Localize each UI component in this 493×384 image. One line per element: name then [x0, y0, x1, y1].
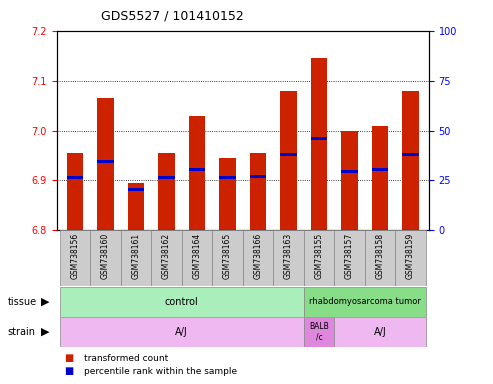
Bar [189, 116, 206, 230]
Bar [304, 230, 334, 286]
Bar [60, 230, 90, 286]
Text: GDS5527 / 101410152: GDS5527 / 101410152 [101, 10, 244, 23]
Bar [334, 230, 365, 286]
Bar [304, 317, 334, 347]
Text: GSM738155: GSM738155 [315, 233, 323, 280]
Bar [67, 153, 83, 230]
Text: GSM738166: GSM738166 [253, 233, 263, 280]
Bar [219, 158, 236, 230]
Bar [128, 188, 144, 191]
Bar [67, 177, 83, 179]
Text: A/J: A/J [176, 327, 188, 337]
Bar [372, 126, 388, 230]
Bar [189, 168, 206, 171]
Text: GSM738161: GSM738161 [132, 233, 141, 279]
Bar [395, 230, 426, 286]
Bar [151, 230, 182, 286]
Bar [365, 230, 395, 286]
Bar [212, 230, 243, 286]
Text: ■: ■ [64, 366, 73, 376]
Bar [311, 137, 327, 139]
Bar [121, 230, 151, 286]
Text: GSM738162: GSM738162 [162, 233, 171, 279]
Bar [158, 177, 175, 179]
Bar [341, 170, 358, 173]
Bar [249, 175, 266, 178]
Text: GSM738159: GSM738159 [406, 233, 415, 280]
Text: strain: strain [7, 327, 35, 337]
Text: GSM738165: GSM738165 [223, 233, 232, 280]
Bar [219, 177, 236, 179]
Bar [311, 58, 327, 230]
Bar [372, 168, 388, 171]
Text: ▶: ▶ [41, 327, 50, 337]
Bar [280, 153, 297, 156]
Text: control: control [165, 297, 199, 307]
Text: GSM738164: GSM738164 [193, 233, 202, 280]
Bar [60, 317, 304, 347]
Bar [90, 230, 121, 286]
Text: tissue: tissue [7, 297, 36, 307]
Bar [280, 91, 297, 230]
Text: rhabdomyosarcoma tumor: rhabdomyosarcoma tumor [309, 297, 421, 306]
Bar [341, 131, 358, 230]
Bar [97, 98, 114, 230]
Text: GSM738157: GSM738157 [345, 233, 354, 280]
Text: A/J: A/J [374, 327, 387, 337]
Bar [249, 153, 266, 230]
Text: ■: ■ [64, 353, 73, 363]
Text: ▶: ▶ [41, 297, 50, 307]
Text: GSM738156: GSM738156 [70, 233, 79, 280]
Bar [60, 287, 304, 317]
Bar [304, 287, 426, 317]
Bar [334, 317, 426, 347]
Bar [273, 230, 304, 286]
Bar [128, 183, 144, 230]
Bar [402, 91, 419, 230]
Text: BALB
/c: BALB /c [309, 322, 329, 341]
Bar [158, 153, 175, 230]
Bar [182, 230, 212, 286]
Text: GSM738158: GSM738158 [376, 233, 385, 279]
Text: GSM738160: GSM738160 [101, 233, 110, 280]
Bar [243, 230, 273, 286]
Bar [97, 160, 114, 163]
Bar [402, 153, 419, 156]
Text: transformed count: transformed count [84, 354, 168, 363]
Text: percentile rank within the sample: percentile rank within the sample [84, 367, 237, 376]
Text: GSM738163: GSM738163 [284, 233, 293, 280]
